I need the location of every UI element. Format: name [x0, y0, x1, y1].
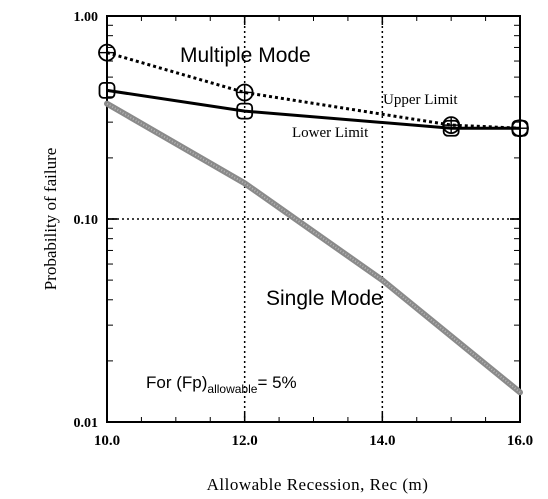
- lower-limit-point: [236, 102, 254, 120]
- series-line-texture: [106, 102, 521, 394]
- y-tick-label: 0.01: [74, 416, 99, 431]
- y-tick-label: 1.00: [74, 10, 99, 25]
- x-tick-label: 16.0: [507, 433, 533, 449]
- lower-limit-label: Lower Limit: [292, 125, 369, 141]
- note-subscript: allowable: [207, 382, 257, 396]
- upper-limit-point: [98, 43, 116, 62]
- lower-limit-point: [98, 82, 116, 99]
- upper-limit-point: [235, 83, 254, 102]
- series-line-single-mode: [104, 100, 523, 396]
- y-tick-label: 0.10: [74, 213, 99, 228]
- note-suffix: = 5%: [257, 373, 296, 392]
- x-tick-label: 12.0: [232, 433, 258, 449]
- y-axis-title: Probability of failure: [41, 148, 60, 291]
- allowable-note: For (Fp)allowable= 5%: [146, 373, 297, 396]
- x-tick-label: 10.0: [94, 433, 120, 449]
- series-line-upper-limit: [106, 51, 521, 130]
- single-mode-label: Single Mode: [266, 287, 383, 310]
- lower-limit-point: [442, 119, 460, 137]
- labels: Probability of failure Allowable Recessi…: [41, 44, 428, 494]
- x-tick-label: 14.0: [369, 433, 395, 449]
- upper-limit-point: [442, 116, 461, 135]
- series-line-lower-limit: [106, 88, 520, 130]
- lower-limit-point: [511, 119, 529, 137]
- upper-limit-label: Upper Limit: [383, 92, 458, 108]
- grid-lines: [107, 16, 520, 422]
- axis-ticks: 10.0 12.0 14.0 16.0 0.01 0.10 1.00: [74, 10, 534, 449]
- note-prefix: For (Fp): [146, 373, 207, 392]
- x-axis-title: Allowable Recession, Rec (m): [207, 475, 429, 494]
- multiple-mode-label: Multiple Mode: [180, 44, 311, 67]
- series: Upper Limit Lower Limit: [98, 43, 529, 396]
